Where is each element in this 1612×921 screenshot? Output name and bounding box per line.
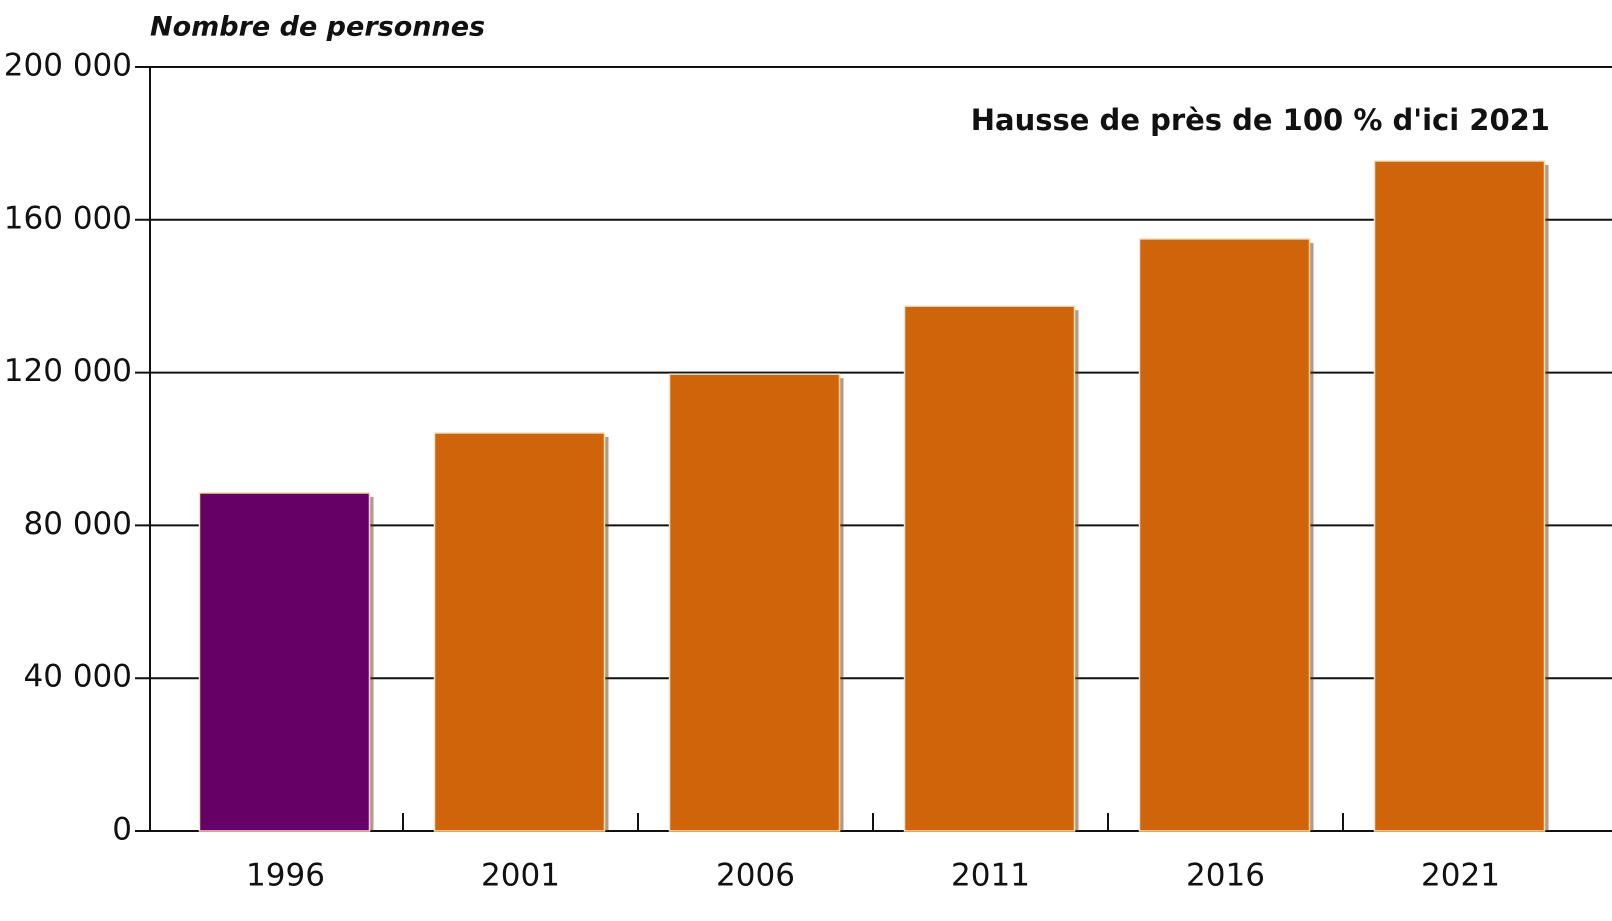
y-tick-label: 40 000 [24, 659, 132, 695]
x-tick-label: 2011 [951, 858, 1030, 894]
y-tick-label: 160 000 [4, 200, 132, 236]
bar [903, 305, 1076, 832]
y-axis-label: Nombre de personnes [150, 12, 485, 43]
x-tick-label: 2016 [1186, 858, 1265, 894]
x-tick-label: 1996 [246, 858, 325, 894]
y-tick-label: 80 000 [24, 506, 132, 542]
annotation: Hausse de près de 100 % d'ici 2021 [971, 103, 1550, 137]
x-tick-label: 2001 [481, 858, 560, 894]
bar [1373, 160, 1546, 832]
y-tick-label: 120 000 [4, 353, 132, 389]
y-tick-label: 200 000 [4, 48, 132, 84]
bar [668, 373, 841, 832]
y-tick-label: 0 [112, 812, 132, 848]
bar [433, 432, 606, 832]
bar [198, 492, 371, 832]
x-tick-label: 2021 [1421, 858, 1500, 894]
x-tick-label: 2006 [716, 858, 795, 894]
bar [1138, 238, 1311, 832]
